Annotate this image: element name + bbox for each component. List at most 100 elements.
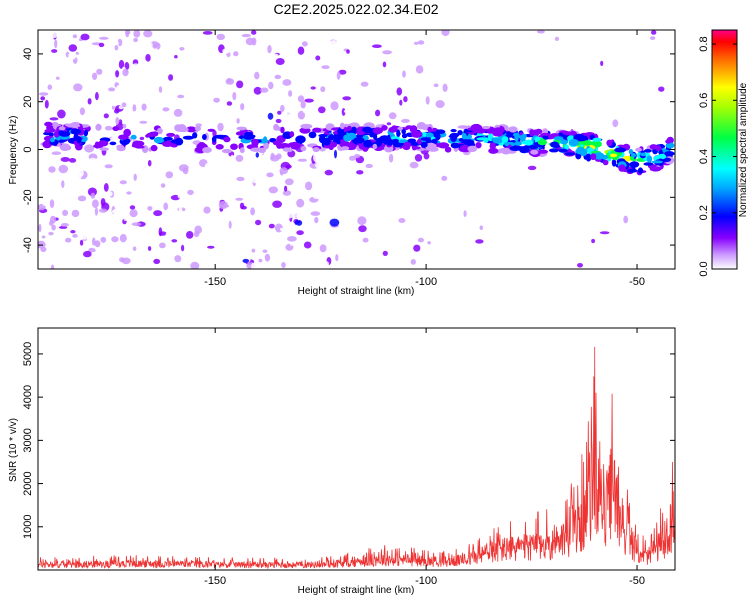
spectrogram-noise-cell	[330, 40, 338, 47]
spectrogram-noise-cell	[55, 60, 64, 65]
spectrogram-noise-cell	[417, 237, 424, 243]
spectrogram-noise-cell	[204, 66, 210, 70]
spectrogram-noise-cell	[162, 49, 168, 55]
spectrogram-noise-cell	[55, 48, 65, 52]
spectrogram-noise-cell	[80, 33, 90, 41]
spectrogram-ridge-cell	[396, 129, 401, 138]
spectrogram-noise-cell	[255, 160, 264, 165]
spectrogram-noise-cell	[199, 125, 209, 132]
spectrogram-noise-cell	[122, 68, 129, 77]
spectrogram-noise-cell	[38, 84, 46, 90]
spectrogram-noise-cell	[274, 173, 282, 182]
spectrogram-noise-cell	[131, 76, 136, 85]
spectrogram-noise-cell	[87, 98, 92, 105]
spectrogram-noise-cell	[398, 264, 409, 269]
spectrogram-ridge-cell	[157, 127, 163, 135]
spectrogram-ridge-cell	[48, 132, 54, 137]
spectrogram-noise-cell	[103, 113, 109, 119]
spectrogram-noise-cell	[314, 216, 319, 224]
spectrogram-noise-cell	[138, 155, 143, 163]
spectrogram-noise-cell	[138, 170, 149, 178]
colorbar-tick-label: 0.2	[698, 205, 710, 220]
spectrogram-noise-cell	[282, 79, 292, 86]
spectrogram-noise-cell	[493, 103, 502, 109]
spectrogram-x-tick-label: -150	[204, 276, 226, 288]
spectrogram-noise-cell	[201, 85, 205, 91]
spectrogram-noise-cell	[158, 227, 163, 237]
spectrogram-ridge-cell	[461, 133, 467, 140]
spectrogram-noise-cell	[282, 190, 292, 196]
spectrogram-noise-cell	[68, 44, 78, 52]
spectrogram-noise-cell	[110, 98, 118, 107]
spectrogram-noise-cell	[145, 54, 151, 62]
spectrogram-noise-cell	[266, 172, 274, 178]
spectrogram-ridge-cell	[444, 146, 452, 153]
spectrogram-noise-cell	[396, 87, 403, 96]
spectrogram-noise-cell	[133, 196, 142, 203]
spectrogram-noise-cell	[441, 175, 448, 181]
spectrogram-noise-cell	[208, 237, 214, 241]
spectrogram-noise-cell	[111, 236, 119, 243]
spectrogram-ridge-cell	[289, 131, 295, 138]
spectrogram-ridge-cell	[614, 147, 627, 153]
spectrogram-ridge-cell	[194, 125, 201, 132]
snr-frame	[37, 327, 676, 571]
spectrogram-noise-cell	[178, 229, 185, 236]
spectrogram-noise-cell	[103, 68, 107, 75]
spectrogram-ridge-cell	[346, 125, 352, 131]
spectrogram-noise-cell	[471, 252, 478, 261]
spectrogram-ridge-cell	[665, 142, 675, 149]
spectrogram-noise-cell	[299, 35, 303, 39]
spectrogram-y-tick-label: -40	[22, 237, 34, 253]
spectrogram-noise-cell	[335, 174, 340, 179]
spectrogram-noise-cell	[98, 208, 108, 213]
spectrogram-ridge-cell	[467, 127, 478, 131]
spectrogram-noise-cell	[399, 99, 403, 106]
spectrogram-noise-cell	[382, 50, 392, 55]
spectrogram-noise-cell	[255, 265, 260, 269]
spectrogram-noise-cell	[296, 230, 304, 236]
spectrogram-noise-cell	[388, 153, 394, 163]
spectrogram-noise-cell	[49, 117, 59, 121]
spectrogram-noise-cell	[62, 209, 69, 216]
spectrogram-noise-cell	[155, 56, 164, 61]
spectrogram-ridge-cell	[282, 147, 291, 152]
spectrogram-noise-cell	[314, 117, 319, 124]
spectrogram-noise-cell	[323, 162, 328, 168]
spectrogram-noise-cell	[302, 192, 310, 196]
spectrogram-noise-cell	[287, 236, 297, 242]
spectrogram-ridge-cell	[590, 153, 597, 161]
spectrogram-ridge-cell	[70, 128, 82, 135]
colorbar-tick-label: 0.6	[698, 93, 710, 108]
spectrogram-noise-cell	[83, 250, 92, 258]
spectrogram-noise-cell	[133, 37, 139, 43]
spectrogram-noise-cell	[381, 225, 391, 230]
spectrogram-noise-cell	[190, 154, 195, 162]
spectrogram-noise-cell	[275, 213, 285, 219]
spectrogram-noise-cell	[267, 112, 274, 120]
spectrogram-noise-cell	[266, 179, 277, 187]
spectrogram-ridge-cell	[392, 141, 403, 148]
spectrogram-noise-cell	[244, 65, 251, 71]
spectrogram-noise-cell	[314, 75, 322, 83]
spectrogram-ridge-cell	[657, 153, 667, 160]
spectrogram-ridge-cell	[407, 138, 417, 144]
spectrogram-ridge-cell	[230, 143, 238, 150]
spectrogram-noise-cell	[360, 81, 369, 87]
spectrogram-noise-cell	[190, 178, 199, 185]
spectrogram-ridge-cell	[339, 122, 345, 130]
spectrogram-noise-cell	[283, 113, 292, 118]
spectrogram-ridge-cell	[59, 143, 71, 151]
spectrogram-noise-cell	[242, 225, 252, 229]
spectrogram-noise-cell	[386, 122, 392, 126]
spectrogram-noise-cell	[337, 216, 341, 221]
spectrogram-ridge-cell	[611, 159, 617, 167]
spectrogram-noise-cell	[651, 30, 657, 35]
spectrogram-noise-cell	[131, 222, 142, 227]
spectrogram-ridge-cell	[239, 147, 245, 154]
spectrogram-noise-cell	[302, 41, 308, 47]
spectrogram-ridge-cell	[577, 137, 586, 142]
spectrogram-noise-cell	[186, 231, 194, 239]
spectrogram-noise-cell	[393, 253, 400, 262]
spectrogram-noise-cell	[407, 193, 412, 201]
